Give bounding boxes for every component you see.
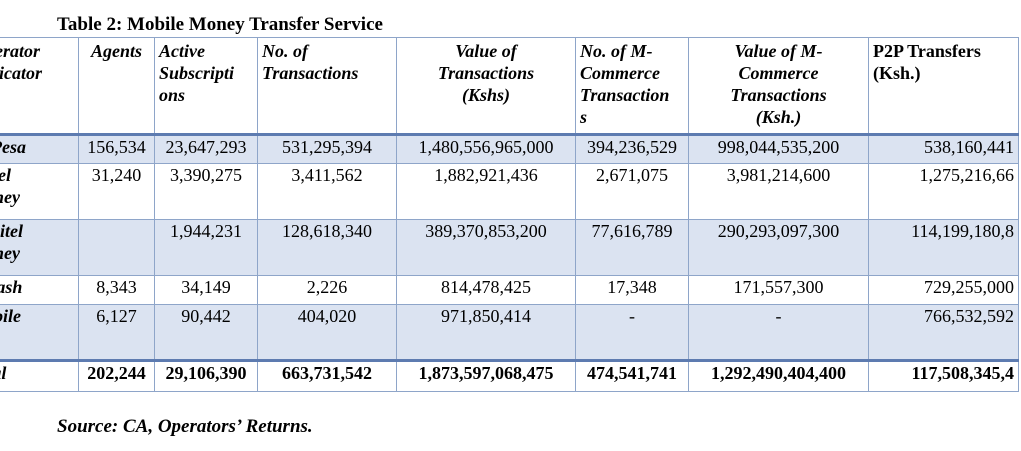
cell-active-subscriptions: 23,647,293 [154, 134, 258, 164]
cell-num-mcommerce: 17,348 [575, 275, 689, 305]
operator-name-line: Airtel [0, 165, 12, 185]
cell-num-transactions: 531,295,394 [257, 134, 397, 164]
header-num-mcommerce: No. of M- Commerce Transaction s [575, 37, 689, 135]
cell-agents [78, 219, 155, 276]
cell-active-subscriptions: 34,149 [154, 275, 258, 305]
cell-operator: M-Pesa [0, 134, 79, 164]
cell-num-mcommerce: - [575, 304, 689, 361]
operator-name-line: M-Pesa [0, 137, 26, 157]
source-note: Source: CA, Operators’ Returns. [57, 416, 313, 437]
operator-name-line: Pay [0, 327, 74, 349]
cell-p2p-transfers: 1,275,216,66 [868, 163, 1019, 220]
cell-value-mcommerce: 290,293,097,300 [688, 219, 869, 276]
cell-active-subscriptions: 90,442 [154, 304, 258, 361]
cell-active-subscriptions: 3,390,275 [154, 163, 258, 220]
cell-operator: Total [0, 360, 79, 392]
header-num-transactions: No. of Transactions [257, 37, 397, 135]
header-line: Active [159, 41, 205, 61]
header-line: ons [159, 85, 186, 105]
header-line: (Ksh.) [873, 63, 921, 83]
cell-agents: 6,127 [78, 304, 155, 361]
header-line: Indicator [0, 63, 43, 83]
table-row: T-Kash 8,34334,1492,226814,478,42517,3481… [0, 275, 1019, 305]
cell-agents: 156,534 [78, 134, 155, 164]
table-row: M-Pesa 156,53423,647,293531,295,3941,480,… [0, 134, 1019, 164]
header-active-subscriptions: Active Subscripti ons [154, 37, 258, 135]
cell-value-mcommerce: - [688, 304, 869, 361]
header-line: s [580, 107, 588, 127]
cell-p2p-transfers: 117,508,345,4 [868, 360, 1019, 392]
header-line: Value of [455, 41, 517, 61]
cell-value-transactions: 1,480,556,965,000 [396, 134, 576, 164]
cell-value-mcommerce: 3,981,214,600 [688, 163, 869, 220]
mobile-money-table: OperatorIndicator Agents ActiveSubscript… [0, 37, 1019, 392]
header-line: Value of M- [734, 41, 823, 61]
table-row: EquitelMoney 1,944,231128,618,340389,370,… [0, 219, 1019, 276]
header-operator: OperatorIndicator [0, 37, 79, 135]
cell-p2p-transfers: 114,199,180,8 [868, 219, 1019, 276]
operator-name-line: Money [0, 243, 20, 263]
cell-num-transactions: 663,731,542 [257, 360, 397, 392]
cell-operator: T-Kash [0, 275, 79, 305]
cell-value-transactions: 1,873,597,068,475 [396, 360, 576, 392]
total-row: Total 202,24429,106,390663,731,5421,873,5… [0, 360, 1019, 392]
cell-agents: 8,343 [78, 275, 155, 305]
header-line: Commerce [738, 63, 819, 83]
cell-value-mcommerce: 1,292,490,404,400 [688, 360, 869, 392]
cell-agents: 202,244 [78, 360, 155, 392]
header-line: No. of M- [580, 41, 653, 61]
cell-num-transactions: 128,618,340 [257, 219, 397, 276]
cell-num-mcommerce: 394,236,529 [575, 134, 689, 164]
header-line: Agents [90, 41, 142, 61]
header-line: Transaction [580, 85, 670, 105]
header-line: No. of [262, 41, 308, 61]
header-line: (Kshs) [461, 85, 510, 105]
cell-value-transactions: 389,370,853,200 [396, 219, 576, 276]
cell-operator: MobilePay [0, 304, 79, 361]
header-line: P2P Transfers [873, 41, 981, 61]
cell-num-mcommerce: 77,616,789 [575, 219, 689, 276]
header-value-transactions: Value of Transactions (Kshs) [396, 37, 576, 135]
header-value-mcommerce: Value of M- Commerce Transactions (Ksh.) [688, 37, 869, 135]
operator-name-line: Equitel [0, 221, 24, 241]
table-body: M-Pesa 156,53423,647,293531,295,3941,480,… [0, 134, 1019, 392]
operator-name-line: Money [0, 187, 20, 207]
cell-num-transactions: 2,226 [257, 275, 397, 305]
cell-value-transactions: 1,882,921,436 [396, 163, 576, 220]
cell-operator: Airtel Money [0, 163, 79, 220]
cell-p2p-transfers: 538,160,441 [868, 134, 1019, 164]
cell-p2p-transfers: 766,532,592 [868, 304, 1019, 361]
cell-value-mcommerce: 171,557,300 [688, 275, 869, 305]
cell-value-transactions: 971,850,414 [396, 304, 576, 361]
header-agents: Agents [78, 37, 155, 135]
table-container: OperatorIndicator Agents ActiveSubscript… [0, 37, 1019, 392]
operator-name-line: Mobile [0, 306, 21, 326]
header-line: Transactions [262, 63, 359, 83]
table-caption: Table 2: Mobile Money Transfer Service [57, 14, 383, 35]
header-line: Commerce [580, 63, 660, 83]
operator-name-line: Total [0, 363, 7, 383]
cell-p2p-transfers: 729,255,000 [868, 275, 1019, 305]
header-p2p-transfers: P2P Transfers (Ksh.) [868, 37, 1019, 135]
header-line: Transactions [730, 85, 827, 105]
cell-num-mcommerce: 2,671,075 [575, 163, 689, 220]
header-row: OperatorIndicator Agents ActiveSubscript… [0, 37, 1019, 135]
table-row: MobilePay6,12790,442404,020971,850,414--… [0, 304, 1019, 361]
header-line: (Ksh.) [755, 107, 802, 127]
cell-active-subscriptions: 1,944,231 [154, 219, 258, 276]
cell-num-mcommerce: 474,541,741 [575, 360, 689, 392]
header-line: Transactions [437, 63, 535, 83]
cell-agents: 31,240 [78, 163, 155, 220]
cell-operator: EquitelMoney [0, 219, 79, 276]
cell-value-transactions: 814,478,425 [396, 275, 576, 305]
operator-name-line: T-Kash [0, 277, 23, 297]
header-line: Operator [0, 41, 40, 61]
cell-value-mcommerce: 998,044,535,200 [688, 134, 869, 164]
table-row: Airtel Money 31,2403,390,2753,411,5621,882… [0, 163, 1019, 220]
cell-num-transactions: 404,020 [257, 304, 397, 361]
cell-active-subscriptions: 29,106,390 [154, 360, 258, 392]
cell-num-transactions: 3,411,562 [257, 163, 397, 220]
header-line: Subscripti [159, 63, 235, 83]
